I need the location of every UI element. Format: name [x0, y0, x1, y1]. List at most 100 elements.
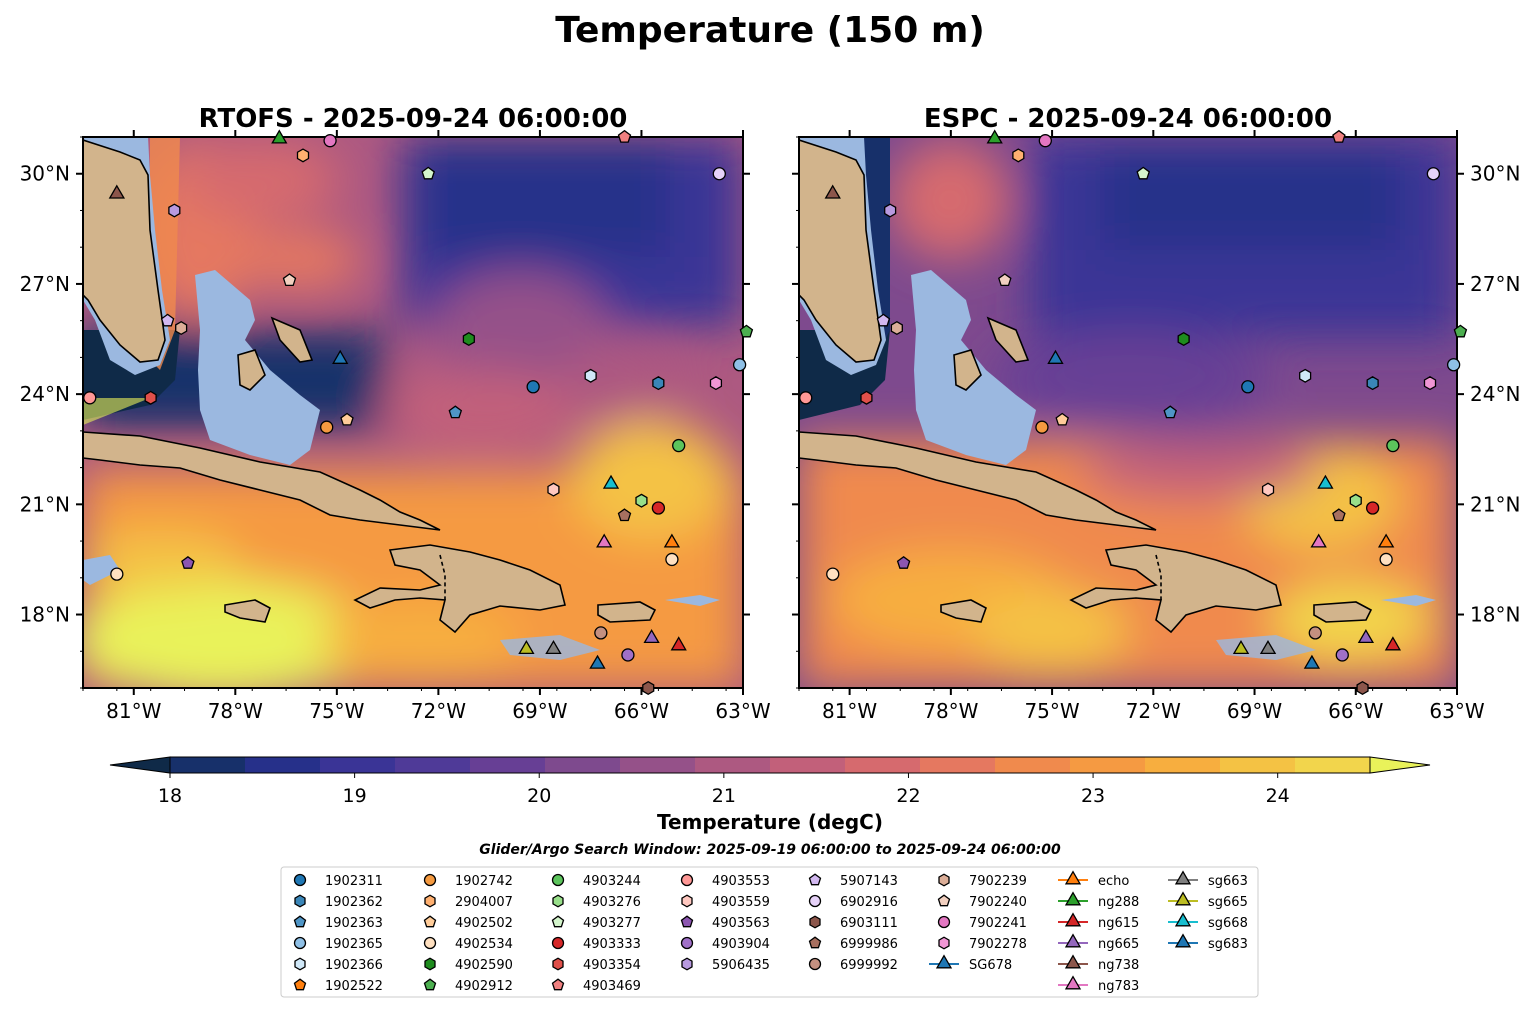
lat-tick-label: 18°N: [20, 603, 70, 627]
legend-marker: [1174, 912, 1192, 927]
marker-sg668: [1317, 474, 1334, 489]
marker-7902239: [890, 320, 903, 336]
colorbar-segment: [245, 757, 321, 773]
panel-espc: ESPC - 2025-09-24 06:00:00: [792, 104, 1520, 723]
legend-label: 4903276: [583, 895, 641, 910]
colorbar-frame: [169, 756, 1371, 774]
marker-6999986: [1332, 508, 1346, 522]
legend-label: 4903354: [583, 958, 641, 973]
colorbar-segment: [1220, 757, 1296, 773]
legend-marker: [1064, 891, 1082, 906]
legend-label: ng288: [1098, 895, 1139, 910]
marker-ng665: [1357, 629, 1375, 644]
marker-4902534: [1379, 552, 1393, 567]
marker-sg668: [602, 474, 620, 489]
marker-1902362: [1366, 376, 1379, 391]
marker-4903277: [1136, 166, 1150, 180]
marker-ng288: [271, 129, 288, 144]
legend-label: 1902362: [325, 895, 383, 910]
legend-marker: [1174, 870, 1192, 885]
legend-marker: [935, 954, 953, 969]
marker-5907143: [876, 313, 891, 327]
legend-marker: [681, 894, 693, 908]
legend-marker: [938, 936, 950, 950]
legend-marker: [551, 978, 565, 991]
marker-4903333: [651, 501, 666, 515]
colorbar-segment: [320, 757, 396, 773]
legend-marker: [423, 873, 437, 887]
legend-label: 4903277: [583, 916, 641, 931]
legend-marker: [808, 936, 822, 949]
legend-label: 4902534: [455, 937, 513, 952]
legend-label: 1902742: [455, 874, 513, 889]
lat-tick-label: 24°N: [1470, 382, 1520, 406]
marker-4903276: [635, 493, 648, 508]
legend-label: ng615: [1098, 916, 1139, 931]
colorbar-segment: [1295, 757, 1371, 773]
axis-ticks-espc: 81°W 78°W 75°W 72°W 69°W 66°W 63°W 18°N 21°N 24°N…: [792, 130, 1520, 723]
colorbar-tick-label: 20: [527, 785, 551, 807]
legend-marker: [294, 957, 306, 971]
legend-label: SG678: [969, 958, 1012, 973]
legend-marker: [424, 894, 436, 908]
marker-5907143: [160, 313, 175, 327]
marker-2904007: [296, 148, 310, 163]
lon-tick-label: 75°W: [309, 699, 364, 723]
marker-ng615: [1384, 636, 1402, 651]
legend-marker: [293, 915, 307, 928]
colorbar: 18 19 20 21 22 23 24: [109, 756, 1431, 807]
markers-rtofs: [83, 129, 754, 696]
legend-marker: [1064, 954, 1082, 969]
marker-2904007: [1012, 148, 1025, 163]
colorbar-tick-label: 18: [158, 785, 182, 807]
marker-6903111: [642, 680, 655, 696]
marker-ng783: [1310, 533, 1327, 548]
marker-1902311: [526, 380, 540, 394]
legend-marker: [938, 873, 950, 887]
legend-label: sg663: [1208, 874, 1248, 889]
land-rtofs: [83, 137, 720, 660]
marker-sg665: [1232, 640, 1250, 655]
colorbar-segment: [920, 757, 996, 773]
legend-marker: [293, 936, 307, 950]
lon-tick-label: 66°W: [1328, 699, 1383, 723]
lon-tick-label: 69°W: [512, 699, 567, 723]
legend-label: 4903469: [583, 979, 641, 994]
lat-tick-label: 21°N: [1470, 492, 1520, 516]
map-frame-espc: [798, 136, 1458, 689]
panel-title-espc: ESPC - 2025-09-24 06:00:00: [924, 104, 1332, 134]
colorbar-tick-label: 19: [343, 785, 367, 807]
marker-6902916: [712, 167, 726, 181]
legend-label: 6999986: [840, 937, 898, 952]
lon-tick-label: 72°W: [411, 699, 466, 723]
marker-6903111: [1356, 680, 1369, 696]
legend-marker: [1174, 891, 1192, 906]
marker-ng615: [670, 636, 687, 651]
marker-6999992: [1308, 626, 1322, 640]
lat-tick-label: 27°N: [1470, 272, 1520, 296]
marker-4903469: [617, 129, 632, 143]
marker-4902912: [1453, 324, 1468, 338]
marker-4903553: [83, 391, 97, 405]
colorbar-segment: [695, 757, 771, 773]
legend-label: 4903563: [712, 916, 770, 931]
lat-tick-label: 30°N: [20, 162, 70, 186]
colorbar-segment: [470, 757, 546, 773]
legend-label: ng783: [1098, 979, 1139, 994]
marker-4903469: [1332, 129, 1346, 143]
colorbar-tick-label: 22: [896, 785, 920, 807]
marker-ng783: [596, 533, 613, 548]
colorbar-label: Temperature (degC): [657, 810, 883, 834]
lat-tick-label: 27°N: [20, 272, 70, 296]
legend-box: [280, 866, 1259, 998]
axis-ticks-rtofs: 81°W 78°W 75°W 72°W 69°W 66°W 63°W 18°N 21°N 24°N…: [20, 130, 771, 723]
lat-tick-label: 21°N: [20, 492, 70, 516]
marker-4903904: [1335, 648, 1349, 662]
legend-marker: [294, 894, 306, 908]
legend-label: 1902522: [325, 979, 383, 994]
lon-tick-label: 75°W: [1024, 699, 1079, 723]
colorbar-segment: [170, 757, 246, 773]
marker-6902916: [1426, 167, 1441, 181]
panel-title-rtofs: RTOFS - 2025-09-24 06:00:00: [199, 104, 628, 134]
legend-marker: [681, 957, 693, 971]
